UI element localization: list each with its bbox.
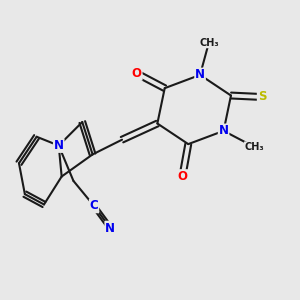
Text: N: N bbox=[54, 139, 64, 152]
Text: C: C bbox=[90, 200, 98, 212]
Text: CH₃: CH₃ bbox=[245, 142, 264, 152]
Text: S: S bbox=[258, 91, 266, 103]
Text: N: N bbox=[195, 68, 205, 81]
Text: N: N bbox=[105, 221, 115, 235]
Text: N: N bbox=[219, 124, 229, 137]
Text: O: O bbox=[132, 67, 142, 80]
Text: CH₃: CH₃ bbox=[199, 38, 219, 47]
Text: O: O bbox=[177, 170, 188, 183]
